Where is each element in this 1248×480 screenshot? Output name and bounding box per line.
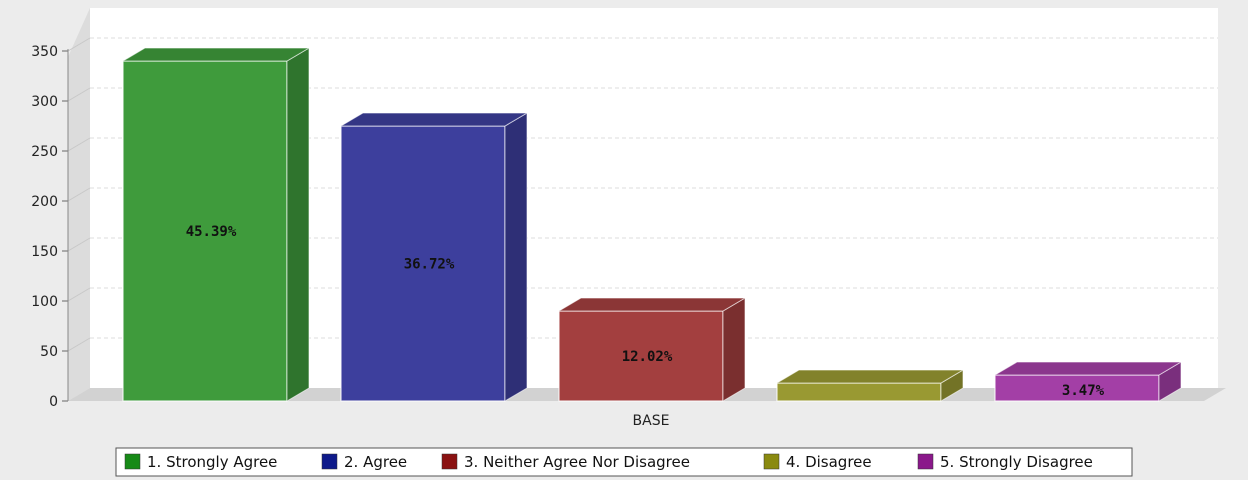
y-tick-label: 150 bbox=[31, 244, 58, 260]
legend-label: 3. Neither Agree Nor Disagree bbox=[464, 453, 690, 471]
data-labels: 45.39% 36.72% 12.02% 3.47% bbox=[186, 224, 1105, 399]
gridline-side bbox=[67, 337, 91, 352]
bar bbox=[557, 297, 747, 402]
bar-front bbox=[994, 374, 1160, 402]
bar-front bbox=[122, 60, 288, 402]
bar-top bbox=[557, 297, 747, 312]
bar-top bbox=[775, 369, 965, 384]
bar bbox=[993, 361, 1183, 402]
bar-top bbox=[339, 112, 529, 127]
legend-swatch bbox=[441, 453, 458, 470]
bar-data-label: 36.72% bbox=[404, 257, 455, 273]
legend-box bbox=[115, 447, 1133, 477]
axes: 0 50 100 150 200 250 300 350 BASE bbox=[31, 44, 669, 429]
bar-top bbox=[121, 47, 311, 62]
plot-left-wall bbox=[68, 8, 90, 401]
legend: 1. Strongly Agree 2. Agree 3. Neither Agre… bbox=[115, 447, 1133, 477]
y-tick-label: 250 bbox=[31, 144, 58, 160]
gridline-side bbox=[67, 187, 91, 202]
bar bbox=[339, 112, 529, 402]
y-tick-label: 200 bbox=[31, 194, 58, 210]
gridline-side bbox=[67, 37, 91, 52]
y-tick-label: 0 bbox=[49, 394, 58, 410]
legend-swatch bbox=[124, 453, 141, 470]
gridline-side bbox=[67, 287, 91, 302]
legend-label: 4. Disagree bbox=[786, 453, 872, 471]
bar bbox=[121, 47, 311, 402]
gridline-side bbox=[67, 137, 91, 152]
legend-label: 2. Agree bbox=[344, 453, 407, 471]
x-category-label: BASE bbox=[633, 413, 670, 429]
y-tick-label: 350 bbox=[31, 44, 58, 60]
bars bbox=[121, 47, 1183, 402]
bar-data-label: 45.39% bbox=[186, 224, 237, 240]
bar-data-label: 12.02% bbox=[622, 349, 673, 365]
bar-top bbox=[993, 361, 1183, 376]
legend-swatch bbox=[321, 453, 338, 470]
bar-front bbox=[558, 310, 724, 402]
y-tick-label: 50 bbox=[40, 344, 58, 360]
bar-side bbox=[286, 47, 310, 402]
bar-data-label: 3.47% bbox=[1062, 383, 1105, 399]
legend-label: 1. Strongly Agree bbox=[147, 453, 277, 471]
y-tick-label: 300 bbox=[31, 94, 58, 110]
bar-side bbox=[722, 297, 746, 402]
legend-swatch bbox=[763, 453, 780, 470]
gridline-side bbox=[67, 87, 91, 102]
bar-front bbox=[776, 382, 942, 402]
gridline-side bbox=[67, 237, 91, 252]
bar bbox=[775, 369, 965, 402]
gridlines bbox=[67, 37, 1218, 352]
y-tick-label: 100 bbox=[31, 294, 58, 310]
bar-front bbox=[340, 125, 506, 402]
legend-label: 5. Strongly Disagree bbox=[940, 453, 1093, 471]
legend-swatch bbox=[917, 453, 934, 470]
bar-side bbox=[504, 112, 528, 402]
